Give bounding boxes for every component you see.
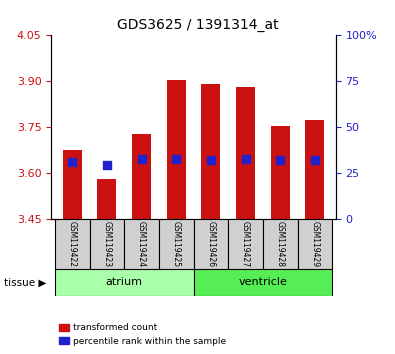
Legend: transformed count, percentile rank within the sample: transformed count, percentile rank withi… (56, 320, 230, 349)
FancyBboxPatch shape (124, 219, 159, 269)
FancyBboxPatch shape (194, 269, 332, 296)
FancyBboxPatch shape (297, 219, 332, 269)
Point (103, 162, 110, 168)
Text: GSM119422: GSM119422 (68, 221, 77, 267)
Bar (63, 150, 82, 219)
Bar (201, 84, 220, 219)
Text: ventricle: ventricle (239, 277, 287, 287)
FancyBboxPatch shape (159, 219, 194, 269)
Bar (271, 126, 290, 219)
FancyBboxPatch shape (263, 219, 297, 269)
Text: GSM119428: GSM119428 (276, 221, 285, 267)
Text: GSM119429: GSM119429 (310, 221, 320, 267)
Bar (236, 87, 255, 219)
Point (138, 156, 145, 161)
Point (243, 156, 249, 161)
Text: tissue ▶: tissue ▶ (4, 278, 46, 288)
Point (312, 158, 318, 163)
FancyBboxPatch shape (90, 219, 124, 269)
Text: GSM119424: GSM119424 (137, 221, 146, 267)
Text: GSM119426: GSM119426 (207, 221, 215, 267)
Text: atrium: atrium (106, 277, 143, 287)
FancyBboxPatch shape (228, 219, 263, 269)
Text: GDS3625 / 1391314_at: GDS3625 / 1391314_at (117, 18, 278, 32)
FancyBboxPatch shape (55, 269, 194, 296)
Point (173, 156, 179, 161)
Point (277, 158, 284, 163)
Text: GSM119423: GSM119423 (102, 221, 111, 267)
Point (69, 159, 75, 165)
FancyBboxPatch shape (194, 219, 228, 269)
Text: GSM119427: GSM119427 (241, 221, 250, 267)
Point (208, 157, 214, 162)
Bar (167, 80, 186, 219)
Bar (132, 133, 151, 219)
Bar (305, 120, 324, 219)
Bar (97, 179, 117, 219)
Text: GSM119425: GSM119425 (172, 221, 181, 267)
FancyBboxPatch shape (55, 219, 90, 269)
